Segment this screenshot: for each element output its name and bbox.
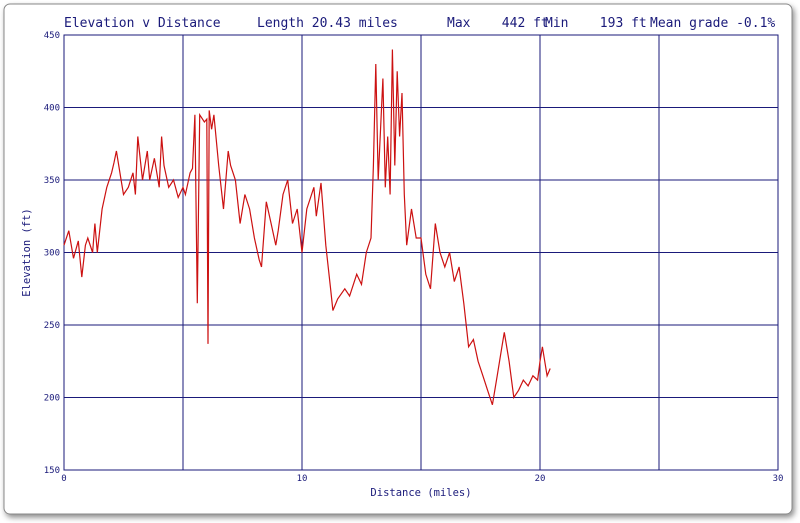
y-tick-label: 200 bbox=[44, 394, 60, 404]
y-tick-label: 150 bbox=[44, 466, 60, 476]
x-axis-label: Distance (miles) bbox=[370, 487, 471, 499]
header-stat: Min 193 ft bbox=[545, 16, 647, 31]
header-stat: Max 442 ft bbox=[447, 16, 549, 31]
chart-title: Elevation v Distance bbox=[64, 16, 221, 31]
x-tick-label: 20 bbox=[535, 474, 546, 484]
header-stat: Mean grade -0.1% bbox=[650, 16, 775, 31]
y-tick-label: 450 bbox=[44, 31, 60, 41]
y-tick-label: 350 bbox=[44, 176, 60, 186]
y-tick-label: 400 bbox=[44, 104, 60, 114]
x-tick-label: 10 bbox=[297, 474, 308, 484]
elevation-line bbox=[63, 49, 551, 405]
header-stat: Length 20.43 miles bbox=[257, 16, 398, 31]
x-tick-label: 30 bbox=[773, 474, 784, 484]
y-tick-label: 250 bbox=[44, 321, 60, 331]
y-tick-label: 300 bbox=[44, 249, 60, 259]
x-tick-label: 0 bbox=[61, 474, 66, 484]
y-axis-label: Elevation (ft) bbox=[21, 208, 33, 297]
